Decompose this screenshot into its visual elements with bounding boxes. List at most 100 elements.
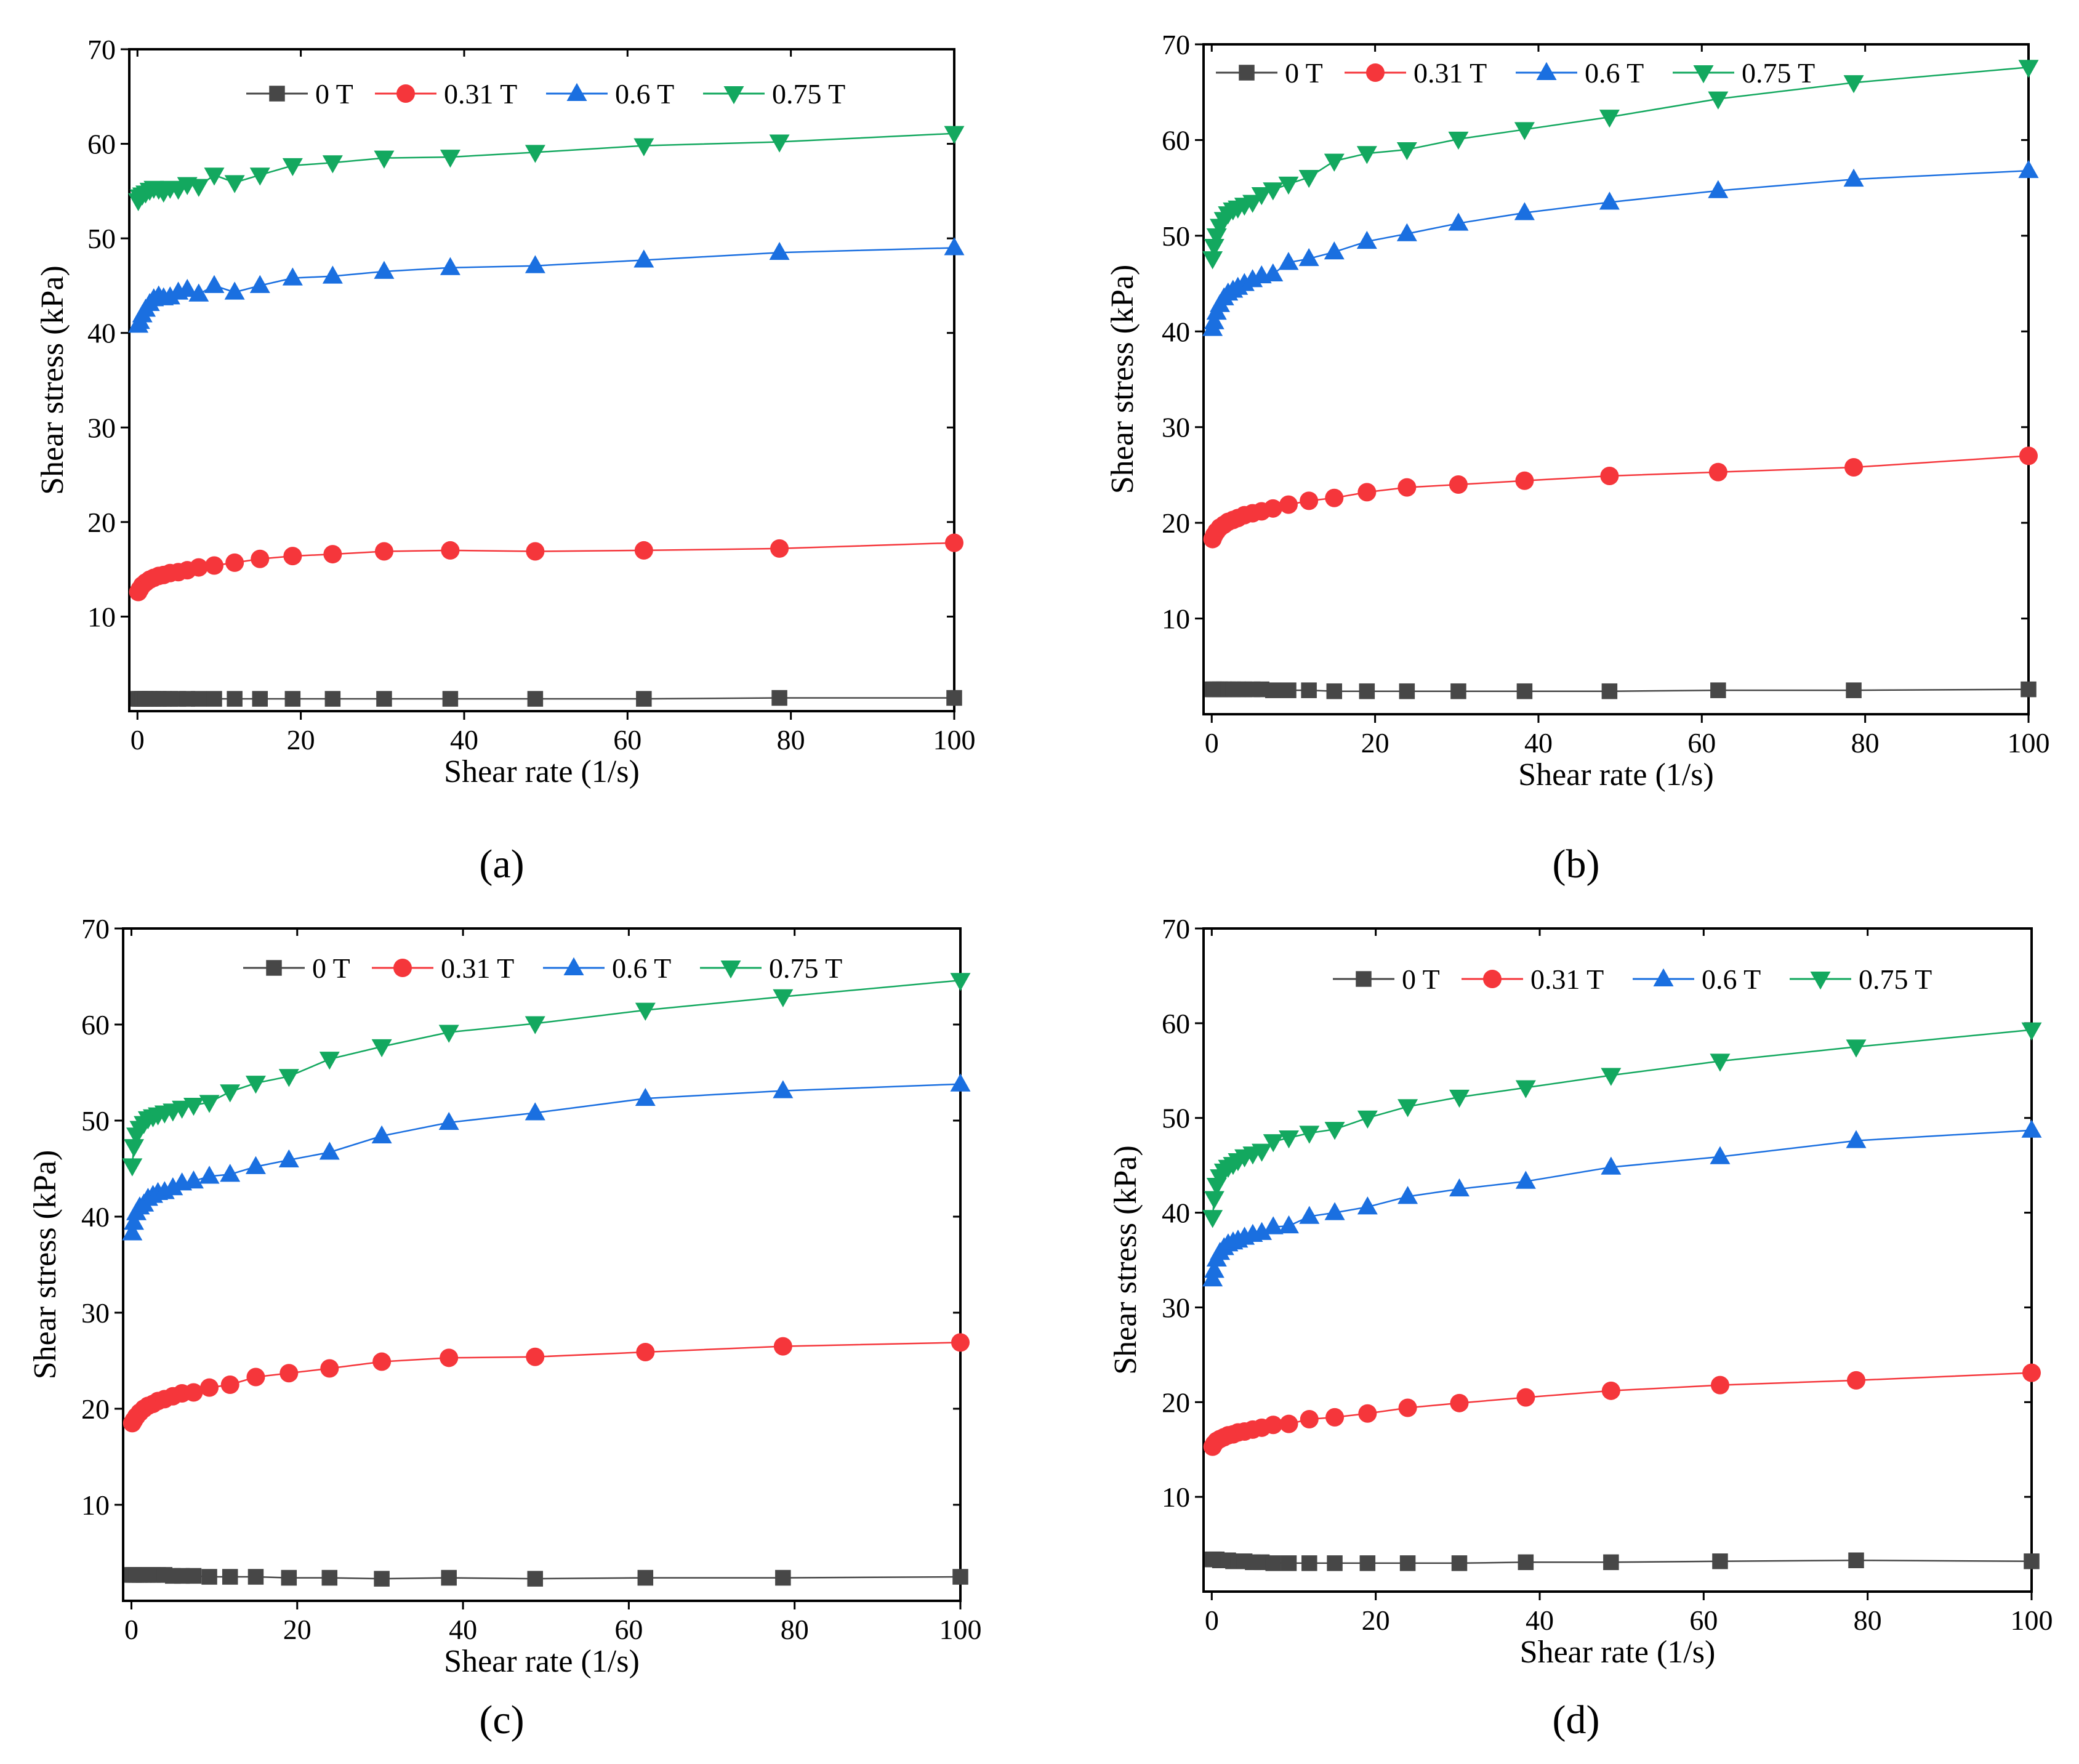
data-point <box>952 1569 968 1585</box>
data-point <box>773 989 794 1008</box>
data-point <box>1708 91 1729 110</box>
data-point <box>769 241 790 260</box>
data-point <box>282 267 303 286</box>
data-point <box>1324 1122 1345 1140</box>
y-tick-label: 60 <box>81 1009 110 1041</box>
x-tick-label: 0 <box>1205 727 1219 759</box>
data-point <box>1396 223 1417 241</box>
data-point <box>950 1073 971 1092</box>
y-tick-label: 50 <box>87 223 116 254</box>
x-tick-label: 20 <box>1361 727 1389 759</box>
legend: 0 T 0.31 T 0.6 T 0.75 T <box>243 952 842 984</box>
y-tick-label: 60 <box>87 129 116 160</box>
legend-label: 0.31 T <box>444 78 517 110</box>
data-point <box>1601 683 1618 699</box>
data-point <box>1324 241 1345 260</box>
y-tick-label: 50 <box>1162 220 1190 252</box>
data-point <box>527 691 544 707</box>
data-point <box>321 1569 338 1586</box>
x-axis-label: Shear rate (1/s) <box>1518 757 1714 792</box>
data-point <box>247 1569 264 1585</box>
legend-label: 0.6 T <box>615 78 674 110</box>
y-tick-label: 40 <box>81 1201 110 1233</box>
data-point <box>1846 682 1862 698</box>
legend-marker <box>723 86 744 105</box>
data-point <box>323 545 342 564</box>
x-axis-label: Shear rate (1/s) <box>1520 1635 1716 1670</box>
data-point <box>442 691 459 707</box>
data-point <box>2021 681 2037 698</box>
data-point <box>204 556 223 575</box>
data-point <box>222 1569 238 1585</box>
data-point <box>770 539 789 558</box>
data-point <box>771 690 787 706</box>
panel-label: (d) <box>1553 1698 1600 1742</box>
legend-marker <box>1356 971 1372 987</box>
data-point <box>1278 252 1299 270</box>
legend-marker <box>1693 65 1714 84</box>
y-tick-label: 20 <box>1162 1387 1190 1418</box>
data-point <box>440 1348 459 1367</box>
series-0-T <box>1204 681 2037 699</box>
y-tick-label: 60 <box>1162 1008 1190 1039</box>
data-point <box>1450 1393 1469 1412</box>
legend-marker <box>1653 968 1674 986</box>
x-tick-label: 0 <box>131 724 145 755</box>
legend-label: 0.31 T <box>1530 964 1604 995</box>
legend-marker <box>393 959 412 977</box>
data-point <box>224 281 245 300</box>
data-point <box>1449 1178 1470 1197</box>
data-point <box>1600 466 1619 485</box>
data-point <box>220 1084 241 1103</box>
data-point <box>279 1364 299 1383</box>
data-point <box>1278 1215 1299 1234</box>
x-tick-label: 0 <box>124 1614 139 1645</box>
data-point <box>1399 683 1415 699</box>
data-point <box>1601 1068 1622 1086</box>
data-point <box>201 1569 217 1585</box>
data-point <box>1359 1555 1376 1571</box>
x-tick-label: 100 <box>2011 1605 2053 1636</box>
legend-label: 0.75 T <box>1859 964 1932 995</box>
panel-label: (c) <box>479 1698 524 1742</box>
data-point <box>2024 1553 2040 1569</box>
data-point <box>172 1100 193 1119</box>
data-point <box>775 1569 791 1586</box>
panel-label: (b) <box>1553 842 1600 887</box>
data-point <box>1359 683 1375 699</box>
data-point <box>1279 1414 1298 1433</box>
data-point <box>374 1571 390 1587</box>
data-point <box>1515 1170 1536 1189</box>
data-point <box>1599 110 1620 128</box>
data-point <box>371 1039 392 1058</box>
data-point <box>1710 1375 1729 1395</box>
series-0-6-T <box>122 1073 971 1241</box>
legend-marker <box>1536 62 1557 80</box>
x-tick-label: 80 <box>781 1614 809 1645</box>
series-line <box>131 979 961 1166</box>
data-point <box>278 1149 299 1167</box>
data-point <box>1327 1555 1343 1571</box>
data-point <box>1357 483 1377 502</box>
data-point <box>163 1177 183 1196</box>
series-0-75-T <box>1202 1022 2042 1228</box>
data-point <box>1242 195 1263 213</box>
legend-label: 0.75 T <box>1742 57 1815 89</box>
data-point <box>124 1139 145 1158</box>
data-point <box>946 690 962 706</box>
data-point <box>1300 1409 1319 1428</box>
data-point <box>635 1087 656 1106</box>
legend-label: 0 T <box>1285 57 1323 89</box>
x-tick-label: 20 <box>1362 1605 1390 1636</box>
data-point <box>1357 1110 1378 1129</box>
data-point <box>320 1359 339 1378</box>
data-point <box>1599 191 1620 210</box>
data-point <box>1515 1080 1536 1098</box>
data-point <box>324 691 341 707</box>
legend-label: 0 T <box>1402 964 1440 995</box>
data-point <box>441 541 460 560</box>
data-point <box>1202 251 1223 270</box>
data-point <box>1601 1381 1620 1400</box>
data-point <box>1397 1099 1418 1118</box>
